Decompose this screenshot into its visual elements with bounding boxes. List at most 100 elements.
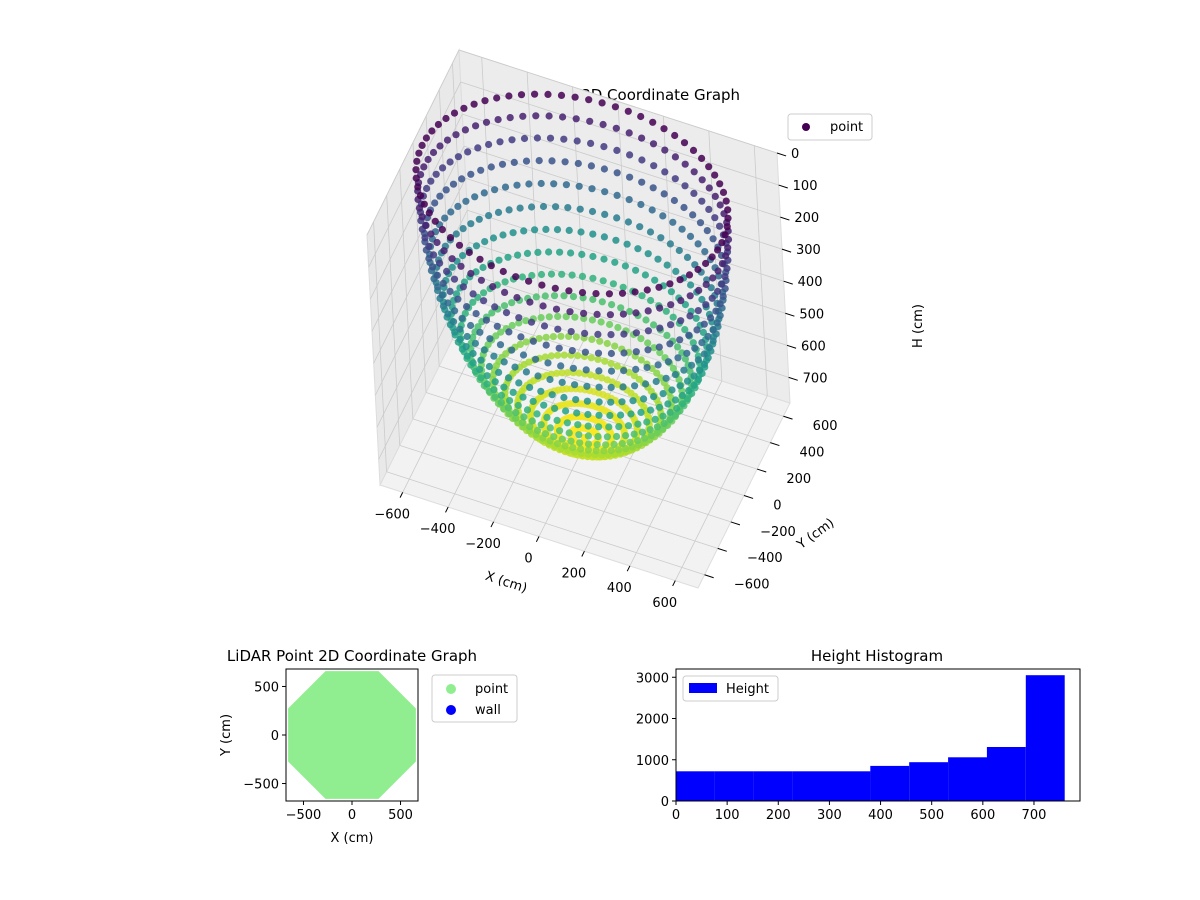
data-point — [571, 381, 579, 389]
data-point — [721, 231, 729, 239]
data-point — [708, 253, 716, 261]
data-point — [698, 339, 706, 347]
data-point — [588, 316, 597, 324]
data-point — [637, 335, 645, 343]
histogram-bar — [1025, 675, 1065, 801]
data-point — [660, 419, 668, 427]
data-point — [617, 411, 625, 419]
data-point — [686, 367, 694, 375]
data-point — [626, 151, 634, 159]
data-point — [618, 440, 626, 448]
data-point — [534, 372, 542, 380]
data-point — [519, 351, 528, 359]
data-point — [686, 312, 694, 320]
histogram-bar — [792, 771, 832, 801]
data-point — [562, 181, 571, 189]
data-point — [592, 447, 600, 455]
data-point — [425, 242, 433, 250]
data-point — [607, 383, 615, 391]
data-point — [619, 283, 627, 291]
data-point — [618, 398, 626, 406]
chart-histogram: Height Histogram 0 100 200 300 400 500 600 7000… — [636, 647, 1081, 823]
data-point — [462, 343, 470, 351]
data-point — [598, 99, 606, 107]
data-point — [459, 283, 467, 291]
z-tick-mark — [778, 184, 788, 189]
data-point — [429, 263, 437, 271]
x-tick-label: 100 — [715, 808, 740, 823]
x-tick-label: 300 — [817, 808, 842, 823]
data-point — [412, 174, 420, 182]
data-point — [483, 380, 491, 388]
data-point — [678, 400, 687, 408]
data-point — [480, 297, 488, 305]
data-point — [479, 263, 487, 272]
data-point — [625, 196, 633, 204]
data-point — [708, 294, 716, 302]
data-point — [459, 252, 467, 260]
data-point — [607, 331, 615, 339]
data-point — [718, 280, 726, 288]
data-point — [637, 356, 645, 364]
data-point — [497, 328, 505, 336]
data-point — [656, 349, 664, 357]
data-point — [606, 311, 615, 319]
y-tick-label: 400 — [800, 445, 825, 460]
data-point — [545, 112, 553, 120]
data-point — [477, 356, 485, 364]
data-point — [599, 120, 607, 129]
data-point — [505, 92, 513, 100]
grid-x-back — [526, 72, 541, 323]
x-tick-mark — [672, 580, 676, 587]
data-point — [512, 414, 520, 422]
data-point — [550, 180, 558, 188]
data-point — [723, 264, 731, 273]
y-tick-mark — [770, 442, 780, 447]
data-point — [623, 240, 631, 248]
data-point — [558, 369, 566, 377]
data-point — [565, 429, 573, 437]
data-point — [558, 378, 566, 386]
data-point — [565, 226, 573, 234]
data-point — [427, 230, 435, 238]
data-point — [644, 346, 652, 354]
data-point — [514, 251, 522, 259]
data-point — [595, 411, 603, 419]
grid-z-back — [460, 81, 779, 186]
x-tick-label: 200 — [766, 808, 791, 823]
data-point — [528, 417, 536, 425]
data-point — [542, 333, 550, 341]
data-point — [485, 140, 493, 149]
data-point — [496, 341, 505, 349]
data-point — [587, 354, 595, 362]
data-point — [671, 371, 680, 379]
data-point — [504, 404, 512, 412]
data-point — [671, 396, 680, 404]
data-point — [611, 342, 619, 350]
data-point — [525, 180, 533, 188]
data-point — [440, 247, 448, 255]
data-point — [500, 358, 508, 366]
data-point — [421, 234, 429, 242]
data-point — [600, 255, 608, 263]
data-point — [638, 178, 646, 186]
data-point — [649, 140, 658, 148]
data-point — [551, 284, 559, 292]
data-point — [538, 281, 546, 289]
data-point — [668, 386, 676, 394]
data-point — [667, 301, 675, 309]
data-point — [612, 124, 620, 132]
data-point — [454, 202, 462, 210]
data-point — [674, 343, 682, 351]
data-point — [626, 173, 634, 181]
data-point — [600, 143, 608, 151]
data-point — [619, 383, 627, 391]
x-tick-label: −600 — [374, 508, 410, 523]
grid-y-floor — [386, 471, 705, 576]
data-point — [569, 293, 578, 301]
data-point — [449, 180, 458, 188]
data-point — [666, 240, 675, 248]
data-point — [595, 398, 603, 406]
chart-2d-legend: point wall — [431, 674, 518, 723]
data-point — [429, 148, 438, 157]
